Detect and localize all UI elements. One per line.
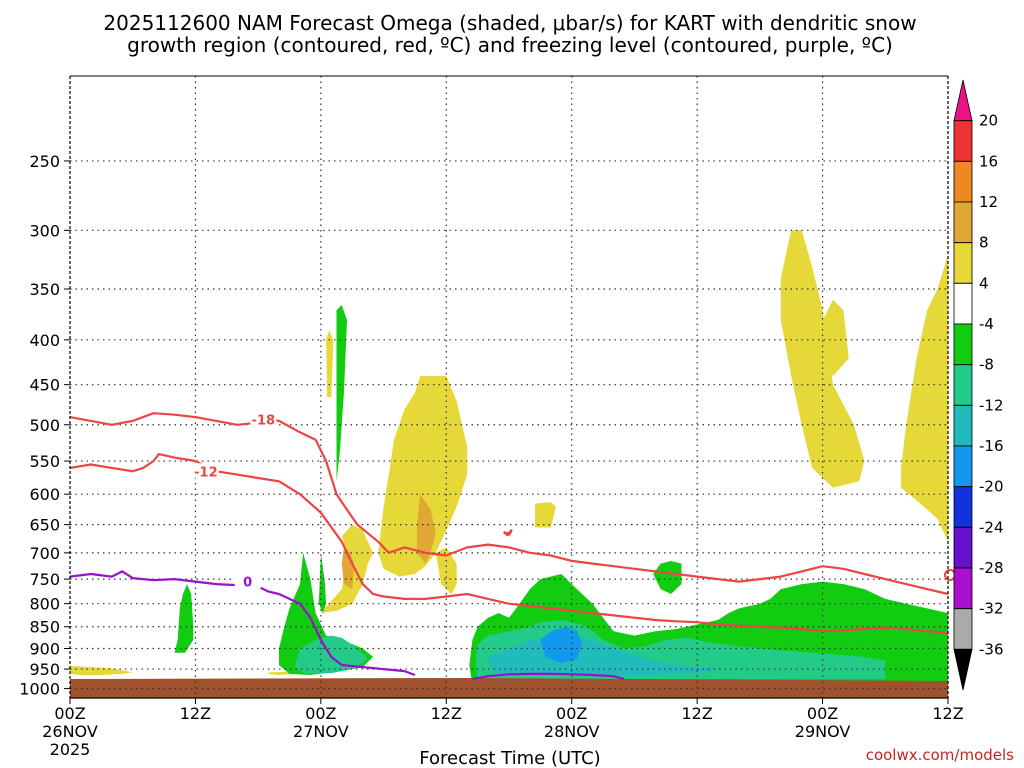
temperature-contours: -18 -12 0	[69, 411, 956, 681]
colorbar-label-11: -28	[979, 559, 1004, 577]
colorbar-swatch-11	[953, 526, 973, 569]
y-tick-label-800: 800	[29, 595, 60, 614]
y-tick-label-650: 650	[29, 516, 60, 535]
y-tick-label-450: 450	[29, 376, 60, 395]
contour-line-segment-3	[472, 672, 625, 681]
x-tick-label-12: 12Z	[180, 704, 211, 723]
colorbar-label-13: -36	[979, 640, 1004, 658]
colorbar-label-1: 16	[979, 152, 998, 170]
y-tick-label-550: 550	[29, 452, 60, 471]
contour-label-bg-1	[192, 463, 219, 479]
omega-region-neg4-15	[318, 552, 327, 614]
x-tick-year-0: 2025	[50, 740, 91, 759]
colorbar-swatch-6	[953, 323, 973, 366]
contour-label-bg-2	[234, 573, 261, 589]
y-tick-label-500: 500	[29, 416, 60, 435]
x-tick-label-72: 00Z	[807, 704, 838, 723]
chart-title-line-2: growth region (contoured, red, ºC) and f…	[127, 33, 893, 57]
colorbar-swatch-14	[953, 648, 973, 691]
x-axis-label: Forecast Time (UTC)	[419, 748, 600, 768]
colorbar-swatch-4	[953, 242, 973, 284]
x-tick-date-24: 27NOV	[293, 722, 349, 741]
colorbar-swatch-13	[953, 608, 973, 650]
y-tick-label-850: 850	[29, 618, 60, 637]
omega-region-8-10	[417, 494, 436, 564]
colorbar-swatch-10	[953, 486, 973, 528]
colorbar-label-6: -8	[979, 356, 994, 374]
y-tick-label-1000: 1000	[19, 680, 60, 699]
colorbar-swatch-3	[953, 201, 973, 244]
colorbar-legend: 20 16 12 8 4 -4 -8 -12 -16 -20 -24 -28 -32 -36	[953, 79, 1004, 691]
colorbar-label-4: 4	[979, 274, 989, 292]
contour-label-bg-0	[250, 411, 277, 427]
colorbar-swatch-9	[953, 445, 973, 488]
x-tick-label-48: 00Z	[556, 704, 587, 723]
colorbar-swatch-12	[953, 567, 973, 610]
y-axis-pressure: 250 300 350 400 450 500 550 600 650 700 750 800 850 9…	[19, 152, 70, 699]
colorbar-label-8: -16	[979, 437, 1004, 455]
y-tick-label-350: 350	[29, 280, 60, 299]
omega-region-neg4-17	[653, 560, 682, 594]
ground-surface	[70, 677, 948, 698]
omega-shading	[70, 230, 948, 685]
x-tick-label-36: 12Z	[431, 704, 462, 723]
x-tick-date-0: 26NOV	[42, 722, 98, 741]
omega-region-4-5	[535, 502, 556, 528]
y-tick-label-250: 250	[29, 152, 60, 171]
grid-lines	[70, 76, 948, 698]
colorbar-swatch-7	[953, 364, 973, 406]
ground-layer	[70, 677, 948, 698]
credit-text: coolwx.com/models	[866, 746, 1014, 764]
omega-region-4-8	[822, 299, 849, 377]
colorbar-label-9: -20	[979, 478, 1004, 496]
omega-region-4-7	[780, 230, 865, 488]
contour-line--12-1	[69, 453, 949, 635]
omega-region-neg4-13	[336, 305, 347, 482]
contour-line--18-0	[69, 412, 949, 596]
omega-region-neg4-12	[174, 584, 194, 653]
colorbar-swatch-0	[953, 79, 973, 122]
x-tick-date-48: 28NOV	[544, 722, 600, 741]
colorbar-label-10: -24	[979, 518, 1004, 536]
contour-label-0: -18	[252, 413, 276, 428]
colorbar-label-3: 8	[979, 234, 989, 252]
omega-region-4-6	[326, 330, 334, 398]
colorbar-label-12: -32	[979, 600, 1004, 618]
colorbar-swatch-5	[953, 282, 973, 325]
y-tick-label-300: 300	[29, 221, 60, 240]
contour-label-1: -12	[194, 465, 218, 480]
colorbar-label-2: 12	[979, 193, 998, 211]
contour-line-0-2	[69, 570, 416, 677]
y-tick-label-400: 400	[29, 331, 60, 350]
x-tick-label-84: 12Z	[932, 704, 963, 723]
y-tick-label-900: 900	[29, 639, 60, 658]
omega-region-4-4	[435, 547, 457, 594]
x-tick-label-0: 00Z	[54, 704, 85, 723]
colorbar-label-0: 20	[979, 112, 998, 130]
omega-region-4-9	[901, 254, 948, 542]
x-tick-label-60: 12Z	[681, 704, 712, 723]
colorbar-label-5: -4	[979, 315, 994, 333]
colorbar-label-7: -12	[979, 396, 1004, 414]
omega-region-4-3	[378, 376, 468, 577]
contour-small-loop	[502, 529, 513, 537]
plot-frame	[69, 75, 949, 699]
omega-region-neg8-18	[294, 635, 368, 674]
contour-label-2: 0	[243, 576, 252, 591]
omega-region-4-0	[70, 665, 133, 675]
y-tick-label-700: 700	[29, 544, 60, 563]
x-tick-label-24: 00Z	[305, 704, 336, 723]
x-tick-date-72: 29NOV	[795, 722, 851, 741]
colorbar-swatch-1	[953, 120, 973, 162]
y-tick-label-950: 950	[29, 660, 60, 679]
colorbar-swatch-8	[953, 404, 973, 447]
colorbar-swatch-2	[953, 160, 973, 203]
y-tick-label-750: 750	[29, 570, 60, 589]
chart-title-line-1: 2025112600 NAM Forecast Omega (shaded, μ…	[103, 11, 916, 35]
y-tick-label-600: 600	[29, 485, 60, 504]
